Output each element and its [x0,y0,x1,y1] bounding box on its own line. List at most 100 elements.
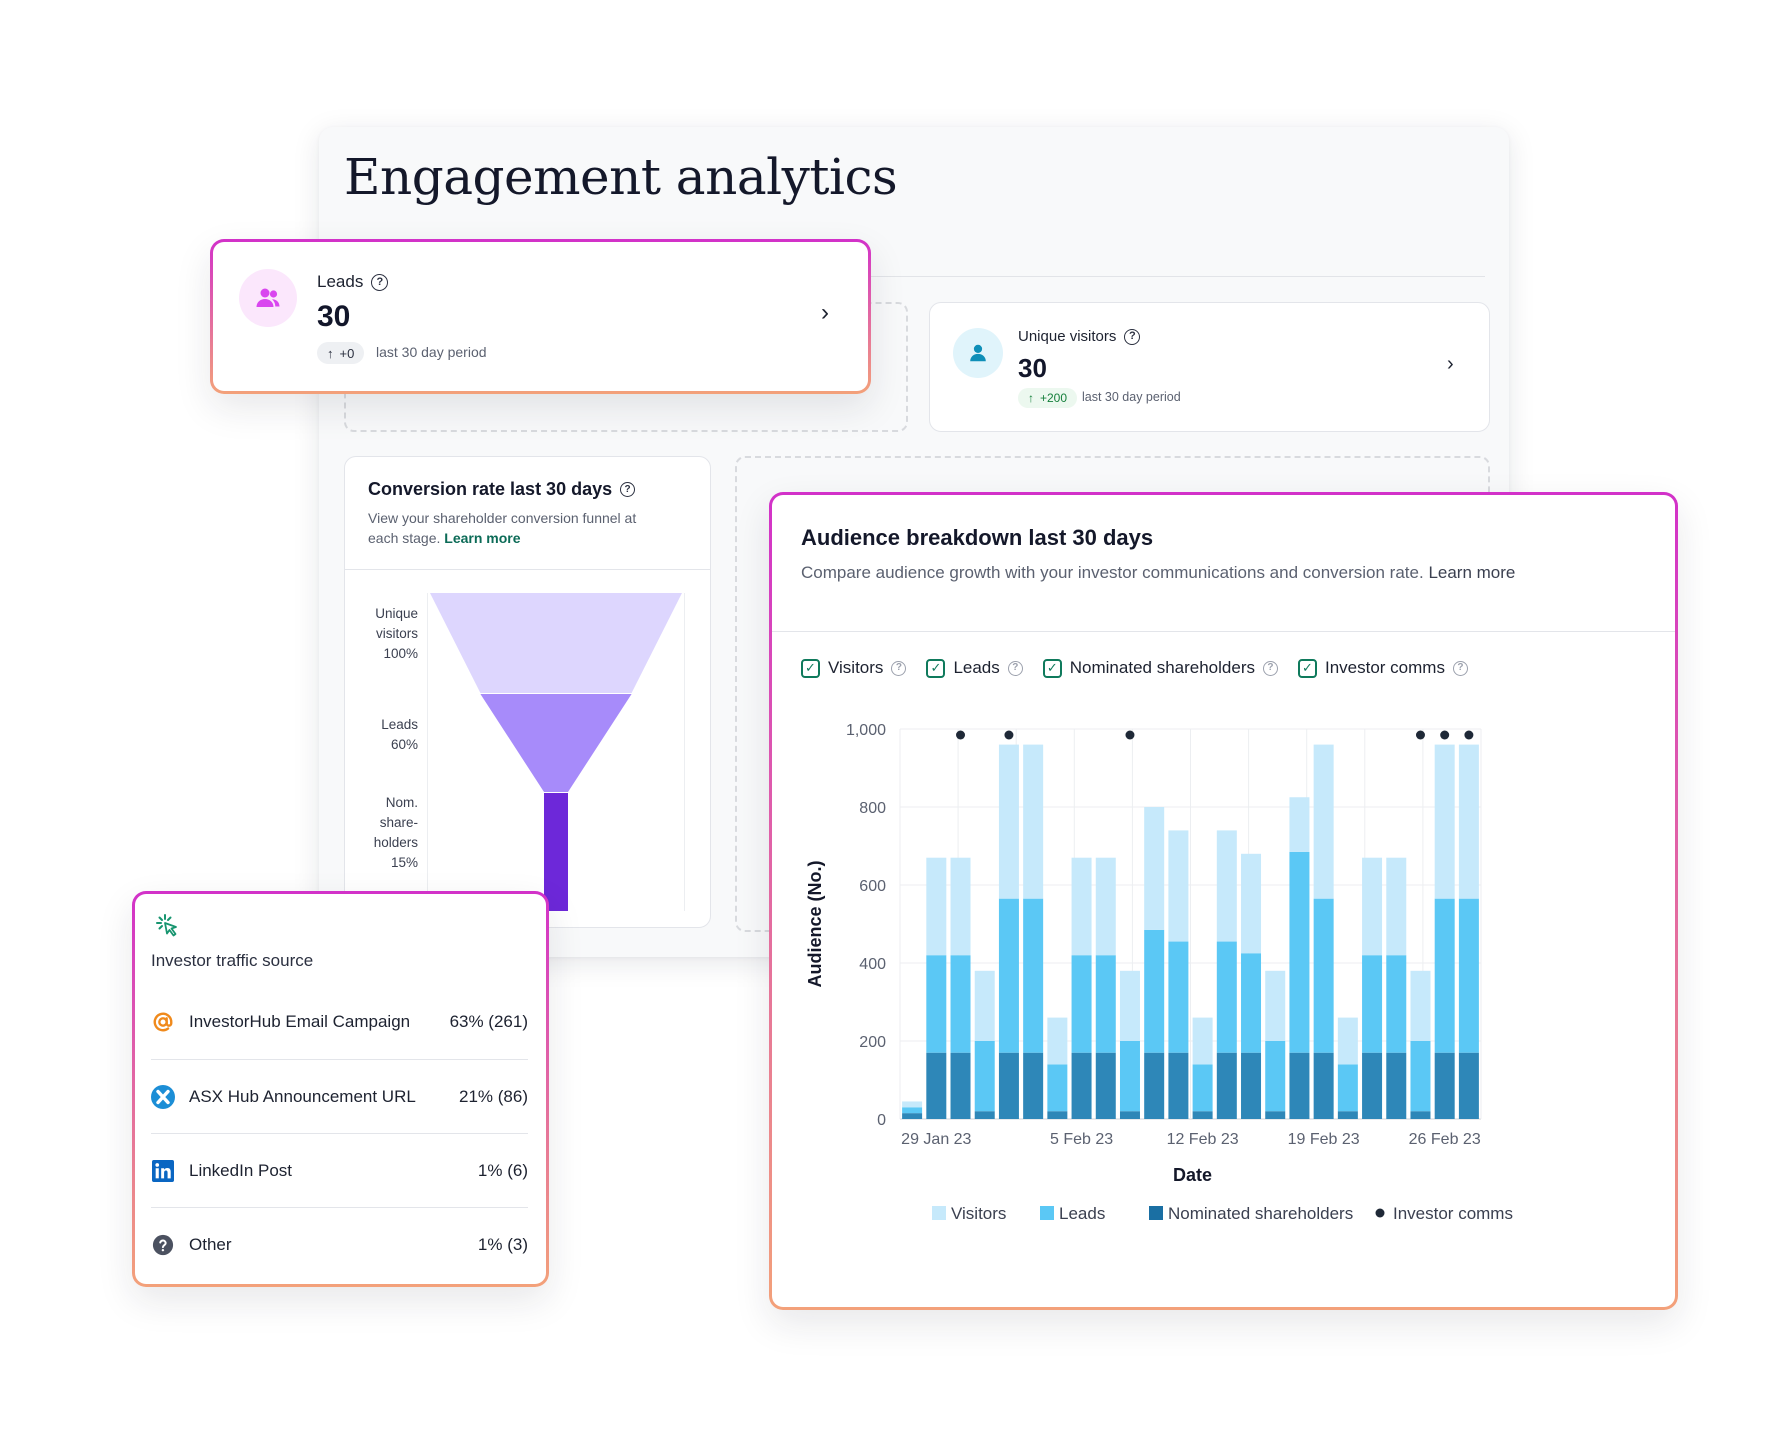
bar-segment[interactable] [1265,1111,1286,1119]
bar-segment[interactable] [1458,898,1479,1053]
help-icon[interactable]: ? [1452,660,1468,676]
bar-segment[interactable] [1216,1052,1237,1119]
help-icon[interactable]: ? [891,660,907,676]
bar-segment[interactable] [998,1052,1019,1119]
bar-segment[interactable] [1434,744,1455,899]
bar-segment[interactable] [902,1107,923,1114]
bar-segment[interactable] [1071,1052,1092,1119]
bar-segment[interactable] [1289,797,1310,852]
traffic-row[interactable]: InvestorHub Email Campaign 63% (261) [151,985,528,1059]
bar-segment[interactable] [1047,1111,1068,1119]
bar-segment[interactable] [1192,1064,1213,1112]
leads-card[interactable]: Leads? 30 ↑ +0 last 30 day period › [210,239,871,394]
bar-segment[interactable] [1313,898,1334,1053]
bar-segment[interactable] [1410,1111,1431,1119]
bar-segment[interactable] [1386,1052,1407,1119]
traffic-row[interactable]: LinkedIn Post 1% (6) [151,1133,528,1207]
bar-segment[interactable] [1144,807,1165,930]
bar-segment[interactable] [1458,744,1479,899]
bar-segment[interactable] [902,1113,923,1119]
bar-segment[interactable] [1119,1041,1140,1112]
bar-segment[interactable] [1192,1017,1213,1065]
bar-segment[interactable] [1216,941,1237,1053]
bar-segment[interactable] [1241,953,1262,1053]
toggle-nominated-shareholders[interactable]: ✓ Nominated shareholders? [1042,658,1278,678]
funnel-stage[interactable] [430,593,682,693]
investor-comms-marker[interactable] [1004,730,1014,740]
bar-segment[interactable] [1095,857,1116,956]
bar-segment[interactable] [1337,1064,1358,1112]
toggle-leads[interactable]: ✓ Leads? [926,658,1023,678]
investor-comms-marker[interactable] [1415,730,1425,740]
toggle-visitors[interactable]: ✓ Visitors? [801,658,907,678]
traffic-row[interactable]: Other 1% (3) [151,1207,528,1281]
chevron-right-icon[interactable]: › [1447,353,1454,375]
bar-segment[interactable] [926,1052,947,1119]
bar-segment[interactable] [1023,744,1044,899]
investor-comms-marker[interactable] [1464,730,1474,740]
bar-segment[interactable] [974,970,995,1041]
audience-learn-more-link[interactable]: Learn more [1428,563,1516,582]
bar-segment[interactable] [1047,1017,1068,1065]
bar-segment[interactable] [1047,1064,1068,1112]
investor-comms-marker[interactable] [1125,730,1135,740]
help-icon[interactable]: ? [1007,660,1023,676]
bar-segment[interactable] [1144,1052,1165,1119]
checkbox-checked-icon[interactable]: ✓ [801,658,820,678]
bar-segment[interactable] [1168,941,1189,1053]
bar-segment[interactable] [1095,1052,1116,1119]
bar-segment[interactable] [902,1101,923,1108]
bar-segment[interactable] [1313,1052,1334,1119]
traffic-row[interactable]: ASX Hub Announcement URL 21% (86) [151,1059,528,1133]
bar-segment[interactable] [1362,1052,1383,1119]
bar-segment[interactable] [1313,744,1334,899]
bar-segment[interactable] [1362,857,1383,956]
help-icon[interactable]: ? [1124,328,1141,345]
bar-segment[interactable] [974,1041,995,1112]
bar-segment[interactable] [1119,1111,1140,1119]
bar-segment[interactable] [926,857,947,956]
help-icon[interactable]: ? [371,273,389,291]
funnel-stage[interactable] [544,793,568,911]
bar-segment[interactable] [1434,898,1455,1053]
bar-segment[interactable] [950,1052,971,1119]
bar-segment[interactable] [1289,851,1310,1053]
bar-segment[interactable] [998,744,1019,899]
bar-segment[interactable] [1119,970,1140,1041]
bar-segment[interactable] [1168,1052,1189,1119]
bar-segment[interactable] [1289,1052,1310,1119]
bar-segment[interactable] [1192,1111,1213,1119]
bar-segment[interactable] [1386,955,1407,1053]
investor-comms-marker[interactable] [1440,730,1450,740]
bar-segment[interactable] [974,1111,995,1119]
bar-segment[interactable] [1241,1052,1262,1119]
bar-segment[interactable] [950,955,971,1053]
investor-comms-marker[interactable] [956,730,966,740]
bar-segment[interactable] [1434,1052,1455,1119]
bar-segment[interactable] [1216,830,1237,942]
bar-segment[interactable] [1386,857,1407,956]
conversion-learn-more-link[interactable]: Learn more [444,530,521,546]
bar-segment[interactable] [1023,1052,1044,1119]
bar-segment[interactable] [1410,970,1431,1041]
bar-segment[interactable] [1362,955,1383,1053]
bar-segment[interactable] [1265,970,1286,1041]
bar-segment[interactable] [1071,955,1092,1053]
unique-visitors-card[interactable]: Unique visitors? 30 ↑ +200 last 30 day pe… [929,302,1490,432]
bar-segment[interactable] [1265,1041,1286,1112]
bar-segment[interactable] [1458,1052,1479,1119]
bar-segment[interactable] [1337,1017,1358,1065]
funnel-stage[interactable] [480,694,632,792]
help-icon[interactable]: ? [620,482,636,497]
toggle-investor-comms[interactable]: ✓ Investor comms? [1297,658,1468,678]
checkbox-checked-icon[interactable]: ✓ [926,658,946,678]
help-icon[interactable]: ? [1262,660,1278,676]
bar-segment[interactable] [998,898,1019,1053]
bar-segment[interactable] [1071,857,1092,956]
bar-segment[interactable] [950,857,971,956]
chevron-right-icon[interactable]: › [821,299,829,326]
bar-segment[interactable] [1410,1041,1431,1112]
bar-segment[interactable] [1144,929,1165,1053]
bar-segment[interactable] [1095,955,1116,1053]
bar-segment[interactable] [1241,853,1262,954]
